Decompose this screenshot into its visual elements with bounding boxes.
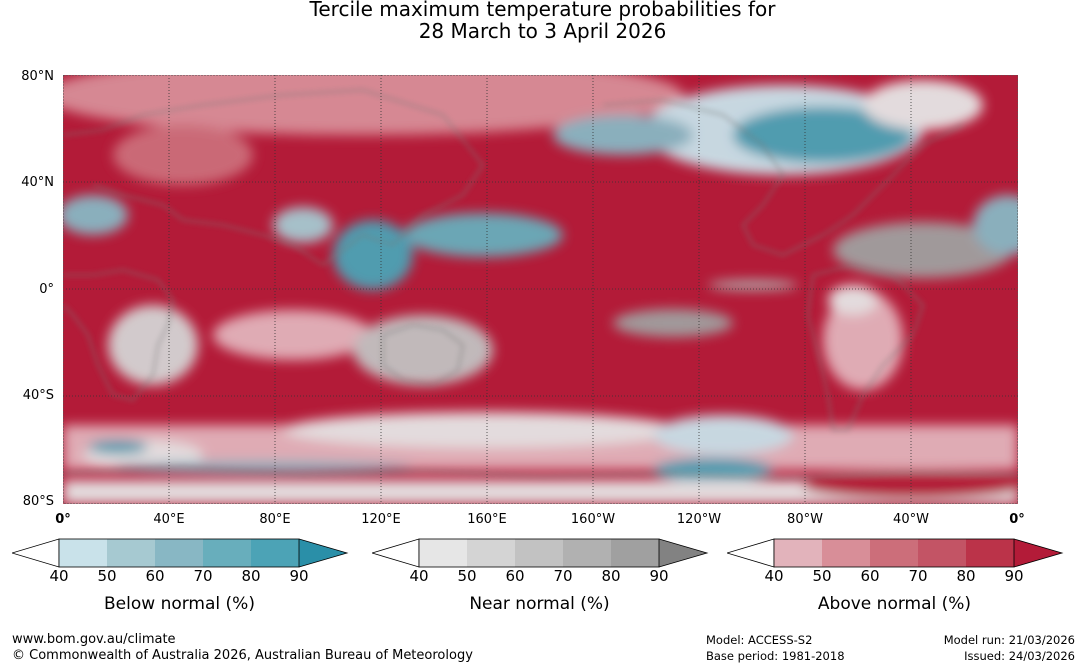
legend-title: Below normal (%) — [104, 594, 255, 614]
lon-label-160w: 160°W — [570, 512, 616, 527]
colorbar-near-normal — [372, 538, 709, 568]
e-atlantic-below — [973, 195, 1018, 255]
legend-tick: 80 — [956, 567, 976, 585]
lon-label-120e: 120°E — [361, 512, 401, 527]
legend-tick: 80 — [601, 567, 621, 585]
footer-model: Model: ACCESS-S2 — [706, 633, 813, 647]
colorbar-below-normal — [12, 538, 349, 568]
lat-label-80s: 80°S — [22, 494, 54, 509]
lon-label-80w: 80°W — [787, 512, 823, 527]
lon-label-40w: 40°W — [893, 512, 929, 527]
legend-swatch — [611, 539, 659, 567]
legend-tick: 40 — [764, 567, 784, 585]
sea-below-normal — [333, 220, 413, 290]
legend-swatch — [107, 539, 155, 567]
legend-swatch — [299, 539, 347, 567]
legend-swatch — [155, 539, 203, 567]
so-below-core — [653, 458, 773, 482]
greenland-white — [863, 80, 983, 130]
footer-copyright: © Commonwealth of Australia 2026, Austra… — [12, 648, 473, 663]
legend-tick: 50 — [457, 567, 477, 585]
legend-swatch — [918, 539, 966, 567]
arctic-light-red — [63, 75, 683, 135]
map-title-line-2: 28 March to 3 April 2026 — [418, 19, 667, 43]
lat-label-0: 0° — [39, 282, 54, 297]
lon-label-160e: 160°E — [467, 512, 507, 527]
lat-label-80n: 80°N — [21, 69, 54, 84]
bering-below-normal — [553, 115, 693, 155]
epacific-near-normal — [613, 309, 733, 337]
legend-swatch — [515, 539, 563, 567]
legend-swatch — [870, 539, 918, 567]
na-below-normal-core — [733, 107, 913, 163]
map-title-line-1: Tercile maximum temperature probabilitie… — [309, 0, 776, 21]
lat-label-40n: 40°N — [21, 175, 54, 190]
legend-tick: 60 — [145, 567, 165, 585]
legend-swatch — [419, 539, 467, 567]
antarctic-red — [803, 471, 1018, 499]
legend-tick: 70 — [908, 567, 928, 585]
australia-coast — [382, 324, 464, 386]
legend-title: Near normal (%) — [469, 594, 610, 614]
legend-swatch — [251, 539, 299, 567]
legend-title: Above normal (%) — [817, 594, 972, 614]
legend-tick: 60 — [505, 567, 525, 585]
lon-label-0-west: 0° — [55, 512, 71, 527]
so-near-normal — [283, 412, 683, 448]
footer-url: www.bom.gov.au/climate — [12, 632, 176, 647]
namerica-coast — [602, 99, 964, 256]
samerica-near — [828, 285, 878, 315]
legend-swatch — [659, 539, 707, 567]
samerica-coast — [807, 264, 924, 431]
legend-above-normal: 40 50 60 70 80 90 Above normal (%) — [727, 538, 1077, 628]
africa-coast — [63, 269, 174, 401]
lon-label-0-east: 0° — [1009, 512, 1025, 527]
lon-label-120w: 120°W — [676, 512, 722, 527]
footer-issued: Issued: 24/03/2026 — [964, 649, 1075, 663]
equatorial-near-normal — [708, 280, 798, 290]
legend-swatch — [774, 539, 822, 567]
europe-light-red — [113, 125, 253, 185]
legend-tick: 40 — [49, 567, 69, 585]
colorbar-above-normal — [727, 538, 1064, 568]
legend-tick: 90 — [289, 567, 309, 585]
legend-tick: 90 — [649, 567, 669, 585]
footer-model-run: Model run: 21/03/2026 — [943, 633, 1075, 647]
antarctica-coast — [63, 466, 1018, 480]
indian-ocean-mixed — [213, 310, 373, 360]
legend-tick: 50 — [97, 567, 117, 585]
legend-swatch — [467, 539, 515, 567]
probability-map — [63, 75, 1018, 504]
lon-label-40e: 40°E — [153, 512, 185, 527]
legend-tick: 90 — [1004, 567, 1024, 585]
legend-swatch — [563, 539, 611, 567]
legend-swatch — [59, 539, 107, 567]
wpacific-below-normal — [403, 213, 563, 257]
atlantic-near-normal — [833, 222, 1013, 278]
legend-tick: 70 — [193, 567, 213, 585]
legend-tick: 50 — [812, 567, 832, 585]
africa-near-normal — [108, 305, 198, 385]
lon-label-80e: 80°E — [259, 512, 291, 527]
india-below-normal — [273, 207, 333, 243]
legend-tick: 80 — [241, 567, 261, 585]
so-below-normal — [653, 415, 793, 455]
footer-base-period: Base period: 1981-2018 — [706, 649, 845, 663]
legend-swatch — [203, 539, 251, 567]
legend-near-normal: 40 50 60 70 80 90 Near normal (%) — [372, 538, 722, 628]
legend-tick: 60 — [860, 567, 880, 585]
mediterranean-light — [63, 195, 128, 235]
legend-swatch — [966, 539, 1014, 567]
lat-label-40s: 40°S — [22, 388, 54, 403]
antarctic-blue — [113, 461, 413, 473]
so-below-west — [88, 440, 148, 454]
legend-swatch — [822, 539, 870, 567]
legend-tick: 40 — [409, 567, 429, 585]
legend-below-normal: 40 50 60 70 80 90 Below normal (%) — [12, 538, 362, 628]
legend-swatch — [1014, 539, 1062, 567]
legend-tick: 70 — [553, 567, 573, 585]
australia-near-normal — [353, 315, 493, 385]
eurasia-coast — [63, 89, 484, 266]
